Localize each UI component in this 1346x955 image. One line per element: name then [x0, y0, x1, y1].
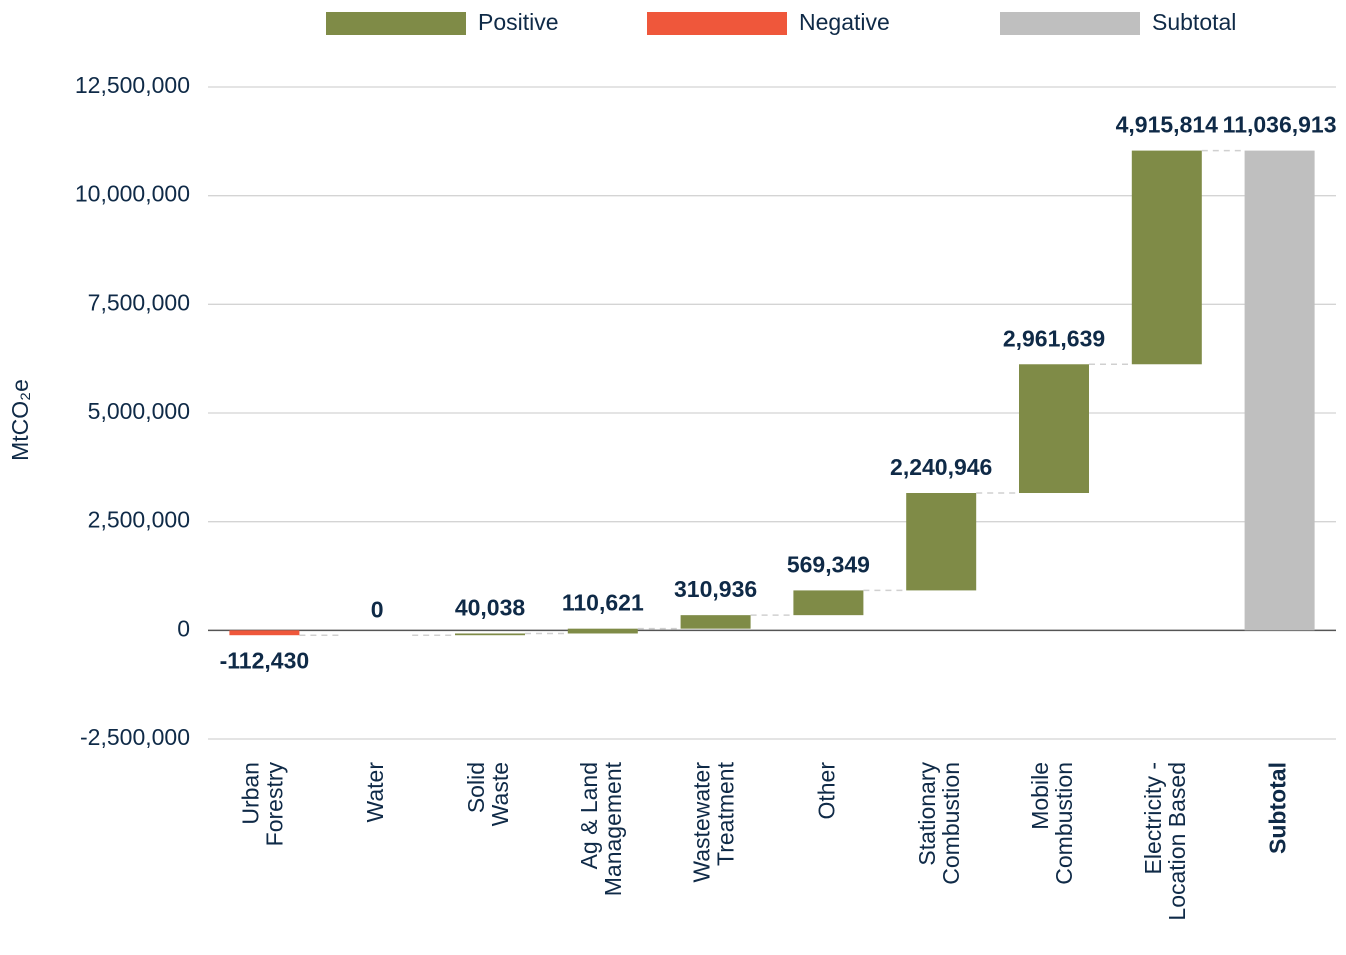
legend-swatch	[1000, 12, 1140, 35]
bar	[229, 630, 300, 636]
bar	[455, 633, 525, 636]
value-label: 40,038	[455, 595, 526, 621]
value-label: 569,349	[787, 551, 870, 577]
bar	[793, 590, 864, 616]
x-tick-label: SolidWaste	[463, 762, 513, 826]
y-tick-label: -2,500,000	[80, 724, 190, 750]
value-label: 2,240,946	[890, 454, 992, 480]
y-tick-label: 0	[177, 615, 190, 641]
y-tick-label: 7,500,000	[88, 289, 190, 315]
x-tick-label: StationaryCombustion	[914, 762, 964, 885]
x-tick-label: MobileCombustion	[1027, 762, 1077, 885]
x-tick-label: Electricity -Location Based	[1140, 762, 1190, 921]
x-tick-label: Other	[813, 762, 839, 820]
legend-swatch	[326, 12, 466, 35]
legend-swatch	[647, 12, 787, 35]
x-tick-label: WastewaterTreatment	[689, 761, 739, 882]
value-label: -112,430	[220, 647, 310, 673]
y-tick-label: 10,000,000	[75, 181, 190, 207]
y-tick-label: 12,500,000	[75, 72, 190, 98]
legend-label: Negative	[799, 9, 890, 35]
y-axis-label: MtCO₂e	[7, 379, 33, 461]
x-tick-label: Ag & LandManagement	[576, 761, 626, 896]
bar	[567, 628, 638, 634]
x-tick-label: Water	[362, 762, 388, 823]
value-label: 310,936	[674, 576, 757, 602]
y-tick-label: 2,500,000	[88, 507, 190, 533]
value-label: 110,621	[562, 590, 644, 616]
x-tick-label: Subtotal	[1265, 762, 1291, 854]
bar	[1131, 150, 1202, 365]
bar	[1244, 150, 1315, 631]
value-label: 11,036,913	[1223, 112, 1337, 138]
bar	[1019, 364, 1089, 494]
value-label: 2,961,639	[1003, 325, 1105, 351]
value-label: 4,915,814	[1116, 112, 1219, 138]
legend-label: Positive	[478, 9, 559, 35]
bar	[906, 493, 977, 591]
x-tick-label: UrbanForestry	[237, 762, 287, 847]
y-tick-label: 5,000,000	[88, 398, 190, 424]
value-label: 0	[371, 596, 384, 622]
bar	[680, 615, 751, 629]
legend-label: Subtotal	[1152, 9, 1236, 35]
